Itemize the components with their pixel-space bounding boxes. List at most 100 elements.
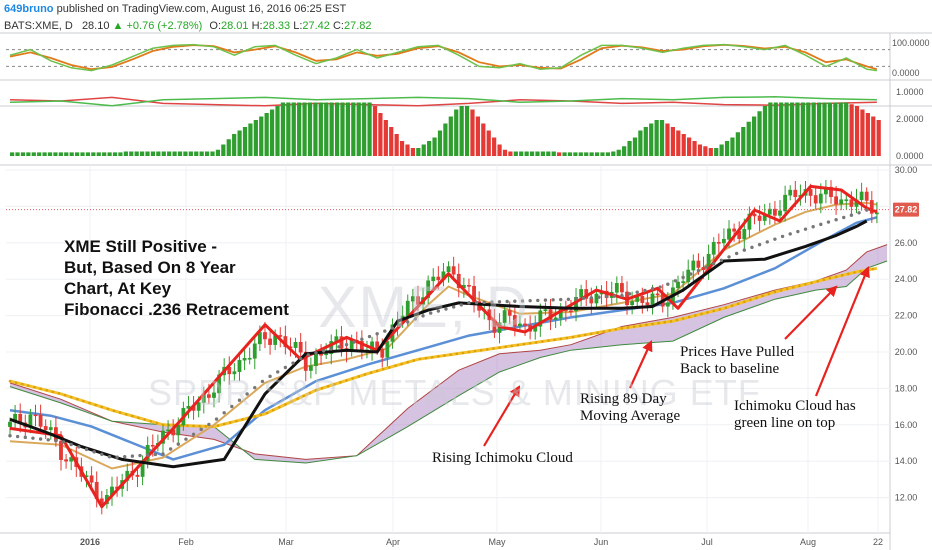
histogram-bar (594, 152, 600, 156)
ma89-dot (430, 355, 434, 359)
histogram-bar (513, 151, 518, 156)
gray-dot (689, 272, 693, 276)
histogram-bar (53, 152, 58, 156)
histogram-bar (161, 151, 166, 156)
gray-dot (597, 295, 601, 299)
histogram-bar (199, 151, 204, 156)
candle-body (747, 213, 752, 230)
ma89-dot (730, 304, 734, 307)
histogram-bar (519, 151, 524, 156)
histogram-bar (665, 123, 670, 156)
histogram-bar (58, 152, 63, 156)
ma89-dot (216, 424, 220, 427)
histogram-bar (31, 152, 36, 156)
ma89-dot (51, 390, 55, 394)
open-value: 28.01 (221, 20, 249, 32)
histogram-bar (557, 152, 562, 156)
candle-body (247, 357, 252, 360)
candle-body (89, 475, 94, 483)
histogram-bar (622, 146, 627, 156)
gray-dot (153, 452, 158, 457)
author-link[interactable]: 649bruno (4, 3, 54, 15)
candle-body (135, 474, 140, 477)
osc2-tick-label: 1.0000 (896, 87, 924, 97)
gray-dot (291, 361, 295, 365)
close-label: C: (332, 20, 344, 32)
gray-dot (528, 298, 532, 303)
gray-dot (176, 442, 180, 446)
gray-dot (398, 323, 402, 327)
ma89-dot (124, 413, 128, 416)
ma89-dot (602, 330, 605, 333)
gray-dot (245, 392, 249, 396)
ma89-dot (834, 275, 838, 279)
ma89-dot (657, 321, 660, 325)
gray-dot (566, 297, 571, 302)
ma89-dot (473, 349, 477, 353)
gray-dot (337, 345, 341, 349)
histogram-bar (567, 152, 573, 156)
gray-dot (849, 213, 854, 217)
candle-body (308, 365, 313, 371)
candle-body (507, 310, 512, 316)
histogram-bar (20, 152, 26, 156)
histogram-bar (74, 152, 80, 156)
ma89-dot (736, 302, 740, 306)
ma89-dot (645, 323, 648, 327)
candle-body (263, 332, 267, 340)
annotation-arrow (784, 285, 838, 340)
histogram-bar (269, 109, 275, 156)
histogram-bar (524, 151, 529, 156)
ma89-annotation: Rising 89 Day Moving Average (580, 391, 680, 425)
gray-dot (513, 299, 517, 303)
baseline-annotation-line: Prices Have Pulled (680, 344, 795, 360)
ma89-dot (528, 341, 532, 345)
gray-dot (620, 293, 624, 298)
ma89-dot (228, 421, 232, 424)
gray-dot (482, 300, 486, 305)
candle-body (650, 293, 655, 306)
gray-dot (429, 311, 433, 315)
candle-body (523, 323, 527, 326)
time-tick-label: Aug (800, 537, 816, 547)
price-tick-label: 12.00 (895, 493, 918, 503)
candle-body (257, 332, 262, 345)
gray-dot (788, 232, 792, 236)
candle-body (818, 193, 823, 204)
ma89-dot (694, 314, 697, 317)
baseline-annotation-line: Back to baseline (680, 361, 780, 377)
gray-dot (842, 215, 846, 220)
gray-dot (765, 240, 769, 244)
gray-dot (819, 222, 823, 227)
ma89-dot (357, 375, 361, 378)
histogram-bar (242, 127, 248, 156)
histogram-bar (91, 152, 96, 156)
candle-body (676, 281, 680, 289)
gray-dot (168, 447, 173, 451)
ma89-dot (486, 348, 489, 351)
time-tick-label: Apr (386, 537, 400, 547)
ma89-dot (271, 408, 275, 412)
histogram-bar (69, 152, 74, 156)
ma89-dot (785, 287, 789, 291)
ma89-dot (522, 342, 526, 346)
candle-body (614, 283, 619, 293)
annotation-arrow (628, 339, 653, 389)
histogram-bar (735, 132, 740, 156)
histogram-bar (297, 102, 302, 156)
candle-body (324, 353, 329, 356)
time-tick-label: 2016 (80, 537, 100, 547)
price-tick-label: 14.00 (895, 456, 918, 466)
ma89-dot (112, 409, 116, 413)
histogram-bar (730, 137, 735, 156)
histogram-bar (811, 102, 816, 156)
ma89-dot (620, 327, 624, 330)
candle-body (686, 269, 691, 282)
gray-dot (719, 258, 724, 263)
gray-dot (130, 454, 135, 458)
black-baseline (9, 219, 868, 469)
ma89-dot (681, 317, 685, 320)
price-tick-label: 20.00 (895, 347, 918, 357)
gray-dot (383, 329, 387, 333)
